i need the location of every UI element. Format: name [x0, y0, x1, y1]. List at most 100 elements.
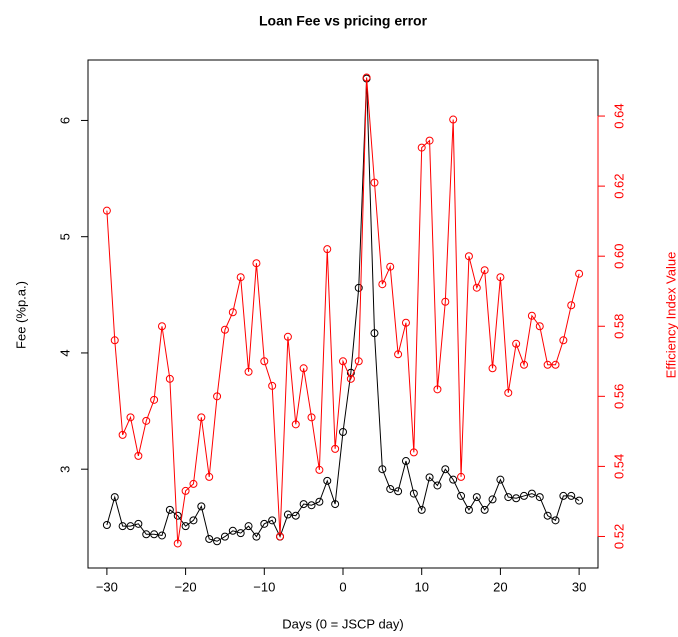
point [323, 245, 332, 254]
point [401, 457, 410, 466]
point [157, 322, 166, 331]
y2-tick-label: 0.62 [611, 173, 626, 198]
point [433, 481, 442, 490]
y-tick-label: 6 [57, 117, 72, 124]
point [102, 520, 111, 529]
point [535, 493, 544, 502]
point [449, 115, 458, 124]
point [134, 451, 143, 460]
y2-tick-label: 0.54 [611, 454, 626, 479]
point [464, 505, 473, 514]
point [472, 493, 481, 502]
point [354, 357, 363, 366]
point [464, 252, 473, 261]
x-tick-label: 0 [339, 579, 346, 594]
point [110, 493, 119, 502]
point [339, 427, 347, 436]
point [567, 491, 576, 500]
x-axis-label: Days (0 = JSCP day) [282, 616, 404, 631]
point [401, 318, 410, 327]
y2-tick-label: 0.58 [611, 314, 626, 339]
point [520, 491, 529, 500]
point [197, 502, 206, 511]
point [134, 519, 143, 528]
point [504, 388, 513, 397]
point [315, 497, 324, 506]
point [496, 273, 505, 282]
point [441, 465, 450, 474]
x-tick-label: −20 [175, 579, 197, 594]
x-tick-label: −30 [96, 579, 118, 594]
point [346, 374, 355, 383]
point [150, 395, 159, 404]
point [559, 336, 568, 345]
point [173, 539, 182, 548]
point [189, 516, 198, 525]
point [488, 364, 497, 373]
point [268, 516, 277, 525]
point [276, 532, 285, 541]
point [260, 357, 269, 366]
point [559, 491, 568, 500]
point [457, 472, 466, 481]
series-line [106, 77, 580, 544]
point [244, 367, 253, 376]
x-tick-label: 20 [493, 579, 507, 594]
point [283, 332, 292, 341]
y2-axis-label: Efficiency Index Value [663, 252, 678, 379]
point [551, 360, 560, 369]
y-tick-label: 5 [57, 233, 72, 240]
point [409, 448, 418, 457]
point [362, 73, 371, 82]
y-axis-label: Fee (%p.a.) [13, 281, 28, 349]
point [260, 519, 269, 528]
x-tick-label: 10 [414, 579, 428, 594]
point [197, 413, 206, 422]
point [268, 381, 277, 390]
y2-tick-label: 0.56 [611, 384, 626, 409]
point [472, 283, 481, 292]
point [126, 413, 135, 422]
point [142, 530, 151, 539]
point [142, 416, 151, 425]
point [378, 465, 387, 474]
point [386, 262, 395, 271]
point [457, 491, 466, 500]
y-tick-label: 4 [57, 349, 72, 356]
point [417, 143, 426, 152]
point [307, 413, 316, 422]
point [110, 336, 119, 345]
point [527, 311, 536, 320]
point [504, 493, 513, 502]
point [244, 522, 253, 531]
y2-tick-label: 0.60 [611, 244, 626, 269]
y-tick-label: 3 [57, 466, 72, 473]
point [150, 530, 159, 539]
point [567, 301, 576, 310]
point [291, 420, 300, 429]
point [409, 489, 418, 498]
point [425, 136, 434, 145]
point [346, 368, 355, 377]
point [307, 501, 316, 510]
point [165, 374, 174, 383]
point [480, 505, 489, 514]
point [165, 505, 174, 514]
point [354, 283, 363, 292]
point [205, 534, 214, 543]
point [496, 475, 505, 484]
point [299, 364, 308, 373]
point [512, 339, 521, 348]
point [252, 532, 261, 541]
point [378, 280, 387, 289]
point [425, 473, 434, 482]
point [417, 505, 426, 514]
point [118, 522, 127, 531]
point [181, 486, 190, 495]
x-tick-label: −10 [253, 579, 275, 594]
point [205, 472, 214, 481]
y2-tick-label: 0.52 [611, 524, 626, 549]
point [331, 444, 340, 453]
point [441, 297, 450, 306]
